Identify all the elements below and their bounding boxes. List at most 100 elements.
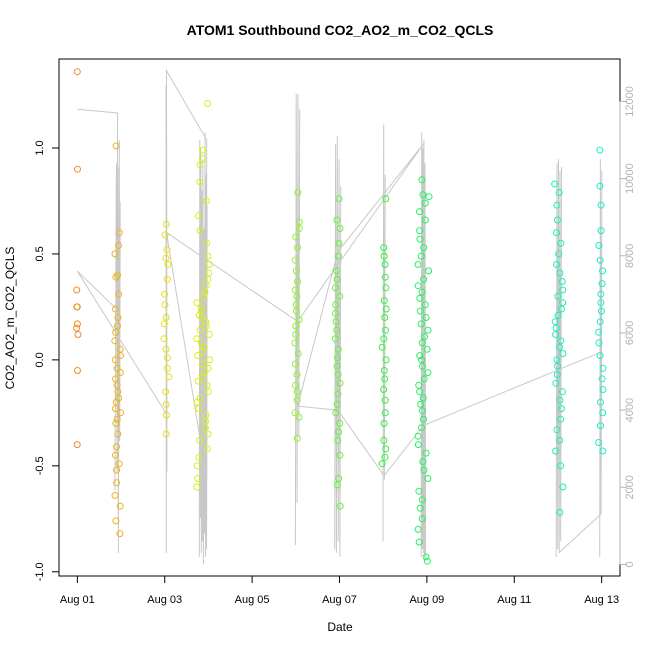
y2-tick-label: 4000	[624, 398, 636, 422]
data-point	[381, 375, 389, 383]
data-point	[291, 409, 299, 417]
data-point	[294, 278, 301, 285]
data-point	[380, 367, 388, 374]
data-point	[378, 343, 386, 351]
data-point	[332, 409, 340, 417]
data-point	[196, 178, 204, 186]
y-tick-label: 0.0	[34, 352, 46, 367]
data-point	[202, 318, 210, 326]
data-point	[112, 405, 119, 413]
data-point	[380, 244, 388, 252]
data-point	[163, 354, 171, 362]
y-tick-label: -1.0	[34, 562, 46, 581]
data-point	[424, 326, 432, 334]
data-point	[73, 286, 81, 294]
data-point	[554, 292, 562, 300]
data-point	[164, 261, 172, 268]
data-point	[596, 318, 604, 326]
data-point	[552, 379, 560, 387]
data-point	[74, 165, 81, 173]
y-axis-right: 0 2000 4000 6000 8000 10000 12000	[619, 86, 636, 567]
data-point	[420, 375, 428, 383]
data-point	[334, 371, 342, 379]
data-point	[416, 307, 424, 315]
data-point	[333, 267, 340, 275]
data-point	[414, 441, 422, 449]
data-point	[332, 309, 339, 317]
data-point	[414, 261, 422, 268]
data-point	[335, 195, 343, 203]
data-point	[336, 292, 344, 300]
data-point	[421, 216, 429, 224]
data-point	[597, 227, 605, 235]
data-point	[162, 314, 170, 321]
data-point	[599, 267, 606, 275]
data-point	[418, 496, 426, 504]
data-point	[416, 294, 424, 302]
data-point	[160, 320, 168, 328]
data-point	[116, 502, 124, 510]
data-point	[205, 269, 213, 277]
data-point	[114, 430, 122, 438]
data-point	[418, 515, 426, 523]
data-point	[199, 146, 206, 154]
data-point	[595, 328, 603, 336]
data-point	[416, 208, 423, 216]
data-point	[115, 290, 123, 298]
data-point	[417, 320, 425, 328]
chart-title: ATOM1 Southbound CO2_AO2_m_CO2_QCLS	[187, 22, 494, 38]
data-point	[418, 407, 426, 415]
data-point	[73, 441, 81, 449]
data-point	[203, 239, 211, 247]
data-point	[557, 415, 565, 423]
altitude-spike	[555, 159, 562, 557]
y2-tick-label: 6000	[624, 321, 636, 345]
data-point	[204, 100, 212, 107]
data-point	[194, 377, 202, 385]
data-point	[415, 381, 423, 389]
data-point	[382, 445, 390, 453]
data-point	[553, 426, 561, 434]
data-point	[380, 252, 388, 260]
data-point	[595, 339, 603, 347]
data-point	[332, 301, 340, 309]
data-point	[193, 299, 201, 307]
data-point	[598, 375, 606, 383]
x-tick-label: Aug 03	[147, 594, 182, 606]
data-point	[595, 439, 603, 446]
data-point	[556, 343, 564, 351]
data-point	[112, 273, 120, 281]
data-point	[162, 430, 170, 438]
data-point	[196, 227, 204, 235]
data-point	[193, 398, 201, 406]
data-point	[295, 225, 303, 232]
data-point	[73, 320, 81, 328]
data-point	[415, 538, 423, 546]
data-point	[112, 142, 120, 150]
y-tick-label: -0.5	[34, 456, 46, 475]
data-point	[295, 316, 303, 324]
data-point	[293, 292, 301, 300]
data-point	[197, 303, 205, 311]
data-point	[425, 267, 433, 275]
data-point	[335, 239, 343, 247]
data-point	[333, 362, 341, 370]
data-point	[333, 216, 341, 224]
data-point	[202, 282, 210, 290]
data-point	[422, 314, 430, 321]
y-tick-label: 1.0	[34, 140, 46, 155]
data-point	[380, 436, 388, 444]
data-point	[200, 292, 208, 300]
data-point	[293, 434, 301, 442]
data-point	[416, 235, 424, 243]
data-point	[382, 284, 390, 292]
data-point	[555, 189, 563, 196]
data-point	[291, 256, 299, 264]
data-point	[73, 303, 81, 311]
data-point	[165, 373, 173, 381]
data-point	[162, 220, 170, 228]
data-point	[194, 212, 202, 220]
data-point	[204, 445, 211, 453]
data-point	[204, 275, 212, 283]
data-point	[115, 242, 122, 249]
